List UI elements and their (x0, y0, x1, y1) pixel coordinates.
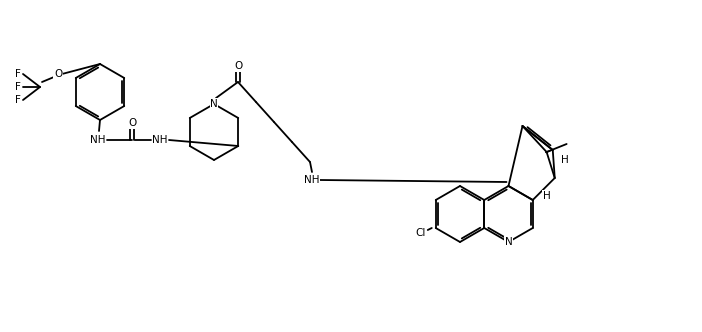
Text: F: F (15, 95, 21, 105)
Text: NH: NH (152, 135, 168, 145)
Text: N: N (210, 99, 218, 109)
Text: F: F (15, 82, 21, 92)
Text: N: N (505, 237, 512, 247)
Text: Cl: Cl (416, 228, 426, 238)
Text: NH: NH (304, 175, 319, 185)
Text: NH: NH (91, 135, 106, 145)
Text: O: O (54, 69, 62, 79)
Text: O: O (234, 61, 242, 71)
Text: H: H (543, 191, 550, 201)
Text: H: H (561, 155, 569, 165)
Text: O: O (128, 118, 136, 128)
Text: F: F (15, 69, 21, 79)
